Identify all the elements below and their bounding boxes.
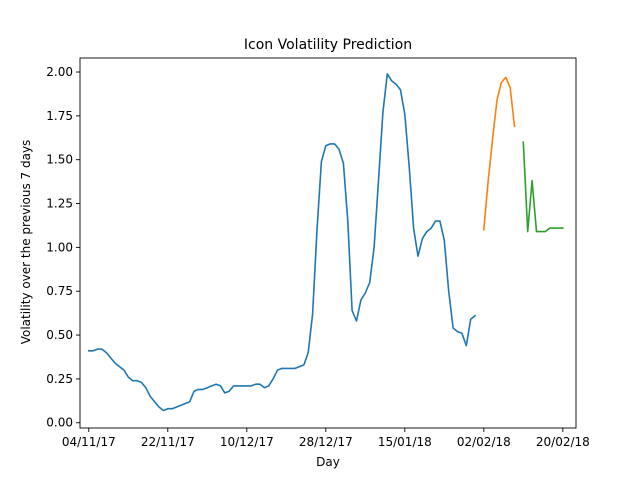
y-tick-label: 1.00: [46, 240, 73, 254]
y-tick-label: 0.50: [46, 328, 73, 342]
x-tick-label: 10/12/17: [220, 435, 274, 449]
y-tick-label: 0.75: [46, 284, 73, 298]
y-tick-label: 1.50: [46, 153, 73, 167]
chart-title: Icon Volatility Prediction: [244, 37, 412, 53]
x-tick-label: 28/12/17: [299, 435, 353, 449]
x-tick-label: 22/11/17: [141, 435, 195, 449]
series-line-3: [522, 141, 564, 233]
x-axis-label: Day: [316, 455, 340, 469]
x-tick-label: 02/02/18: [457, 435, 511, 449]
x-tick-label: 04/11/17: [62, 435, 116, 449]
y-axis-ticks: 0.00 0.25 0.50 0.75 1.00 1.25 1.50 1.75 2.00: [46, 65, 80, 430]
y-tick-label: 1.75: [46, 109, 73, 123]
y-axis-label: Volatility over the previous 7 days: [19, 140, 33, 345]
y-tick-label: 1.25: [46, 197, 73, 211]
series-layer: [88, 73, 564, 412]
y-tick-label: 0.00: [46, 416, 73, 430]
x-axis-ticks: 04/11/17 22/11/17 10/12/17 28/12/17 15/01/18…: [62, 428, 590, 449]
series-line-1: [88, 73, 477, 412]
series-line-2: [482, 76, 516, 231]
y-tick-label: 0.25: [46, 372, 73, 386]
axes-frame: [79, 57, 577, 429]
x-tick-label: 15/01/18: [378, 435, 432, 449]
y-tick-label: 2.00: [46, 65, 73, 79]
x-tick-label: 20/02/18: [536, 435, 590, 449]
